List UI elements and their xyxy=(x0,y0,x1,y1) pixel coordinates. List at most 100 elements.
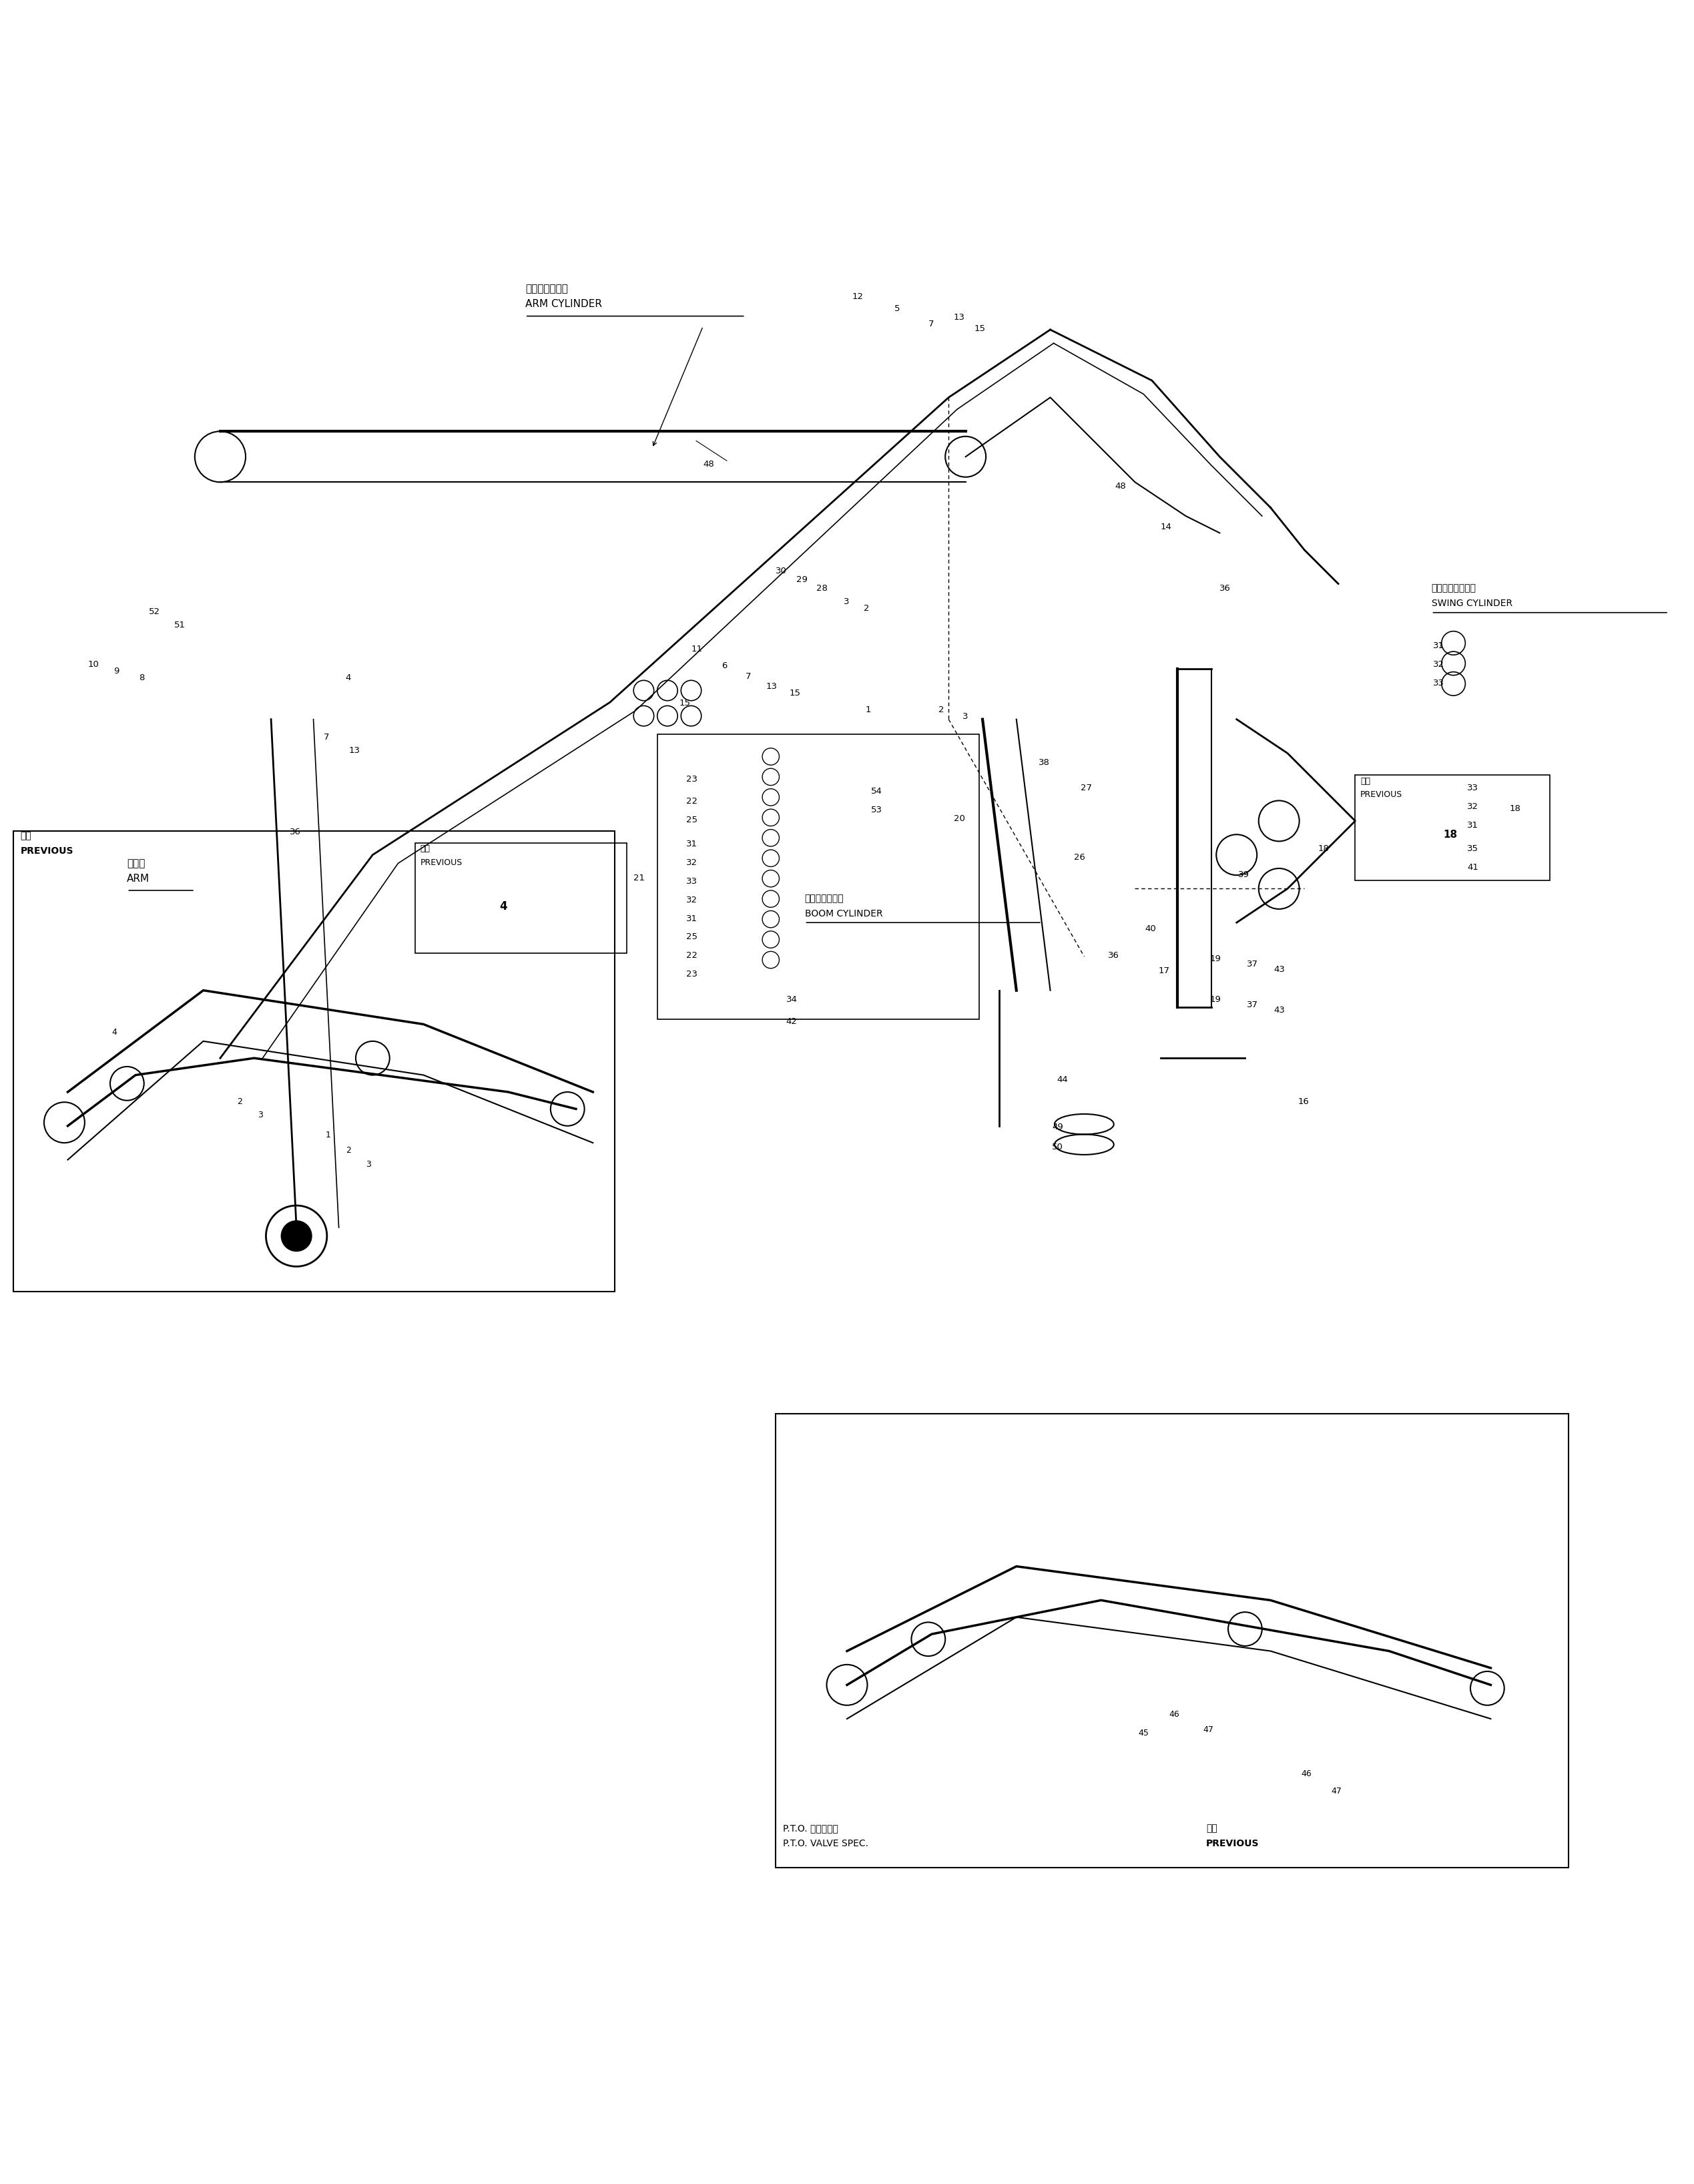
Text: 34: 34 xyxy=(786,996,798,1005)
Text: 28: 28 xyxy=(817,583,828,592)
Text: 50: 50 xyxy=(1052,1142,1064,1151)
Text: 33: 33 xyxy=(1433,679,1445,688)
Text: 13: 13 xyxy=(349,747,361,756)
Text: 12: 12 xyxy=(852,293,864,301)
Text: 39: 39 xyxy=(1238,869,1250,878)
Text: 8: 8 xyxy=(139,673,144,681)
Text: 旧形: 旧形 xyxy=(420,845,430,854)
Text: 18: 18 xyxy=(1318,845,1330,854)
Text: 旧形: 旧形 xyxy=(20,832,32,841)
Text: スイングシリンダ: スイングシリンダ xyxy=(1431,583,1475,594)
Text: 31: 31 xyxy=(1433,642,1445,651)
Text: 7: 7 xyxy=(324,734,329,743)
Text: 25: 25 xyxy=(686,817,698,826)
Text: 旧形: 旧形 xyxy=(1360,778,1370,786)
Text: 51: 51 xyxy=(174,620,186,629)
Text: 21: 21 xyxy=(634,874,645,882)
Text: 45: 45 xyxy=(1138,1730,1149,1738)
Text: 19: 19 xyxy=(1210,996,1221,1005)
Text: 41: 41 xyxy=(1467,863,1479,871)
Text: 53: 53 xyxy=(871,806,883,815)
Text: 32: 32 xyxy=(686,895,698,904)
Text: 54: 54 xyxy=(871,786,883,795)
Text: SWING CYLINDER: SWING CYLINDER xyxy=(1431,598,1513,609)
Text: P.T.O. VALVE SPEC.: P.T.O. VALVE SPEC. xyxy=(783,1839,867,1848)
Text: 32: 32 xyxy=(1467,802,1479,810)
Text: 30: 30 xyxy=(776,568,788,577)
Text: 33: 33 xyxy=(1467,784,1479,793)
Text: アーム: アーム xyxy=(127,858,146,869)
Text: 31: 31 xyxy=(686,839,698,847)
Text: 35: 35 xyxy=(1467,845,1479,854)
Text: 17: 17 xyxy=(1159,968,1171,976)
Text: 20: 20 xyxy=(954,815,966,823)
Text: 7: 7 xyxy=(745,673,750,681)
Text: 22: 22 xyxy=(686,797,698,806)
Text: 47: 47 xyxy=(1203,1725,1213,1734)
Text: 4: 4 xyxy=(112,1029,117,1035)
Text: 33: 33 xyxy=(686,876,698,885)
Text: 48: 48 xyxy=(703,461,715,470)
Text: 37: 37 xyxy=(1247,959,1259,968)
Text: 26: 26 xyxy=(1074,854,1086,863)
Text: 18: 18 xyxy=(1509,804,1521,812)
Text: 25: 25 xyxy=(686,933,698,941)
Text: 22: 22 xyxy=(686,952,698,961)
Text: ARM: ARM xyxy=(127,874,149,885)
Text: 43: 43 xyxy=(1274,965,1286,974)
Text: 23: 23 xyxy=(686,970,698,978)
Text: 40: 40 xyxy=(1145,924,1157,933)
Text: 15: 15 xyxy=(789,688,801,697)
Text: 31: 31 xyxy=(686,915,698,924)
Text: 38: 38 xyxy=(1038,758,1050,767)
Text: 15: 15 xyxy=(679,699,691,708)
Text: 9: 9 xyxy=(113,666,119,675)
Text: 3: 3 xyxy=(962,712,967,721)
Text: 2: 2 xyxy=(938,705,944,714)
Text: 47: 47 xyxy=(1331,1787,1342,1795)
Text: 1: 1 xyxy=(866,705,871,714)
Text: 11: 11 xyxy=(691,644,703,653)
Circle shape xyxy=(281,1221,312,1251)
Text: 37: 37 xyxy=(1247,1000,1259,1009)
Text: 36: 36 xyxy=(1108,952,1120,961)
Text: 48: 48 xyxy=(1115,483,1127,491)
Text: 10: 10 xyxy=(88,660,100,668)
Text: 5: 5 xyxy=(894,304,900,312)
Text: 52: 52 xyxy=(149,607,161,616)
Text: 29: 29 xyxy=(796,574,808,583)
Text: P.T.O. バルブ仕様: P.T.O. バルブ仕様 xyxy=(783,1824,839,1832)
Text: アームシリンダ: アームシリンダ xyxy=(525,284,567,295)
Text: 27: 27 xyxy=(1081,784,1093,793)
Text: 36: 36 xyxy=(290,828,302,836)
Text: 49: 49 xyxy=(1052,1123,1064,1131)
Text: 32: 32 xyxy=(1433,660,1445,668)
Text: PREVIOUS: PREVIOUS xyxy=(20,847,73,856)
Text: 3: 3 xyxy=(844,598,849,605)
Text: 6: 6 xyxy=(722,662,727,670)
Text: 旧形: 旧形 xyxy=(1206,1824,1218,1832)
Text: ARM CYLINDER: ARM CYLINDER xyxy=(525,299,601,310)
Text: 43: 43 xyxy=(1274,1005,1286,1013)
Text: 2: 2 xyxy=(864,605,869,614)
Text: 15: 15 xyxy=(974,325,986,334)
Text: 46: 46 xyxy=(1301,1769,1311,1778)
Text: 32: 32 xyxy=(686,858,698,867)
Text: 18: 18 xyxy=(1443,830,1457,839)
Text: 14: 14 xyxy=(1160,522,1172,531)
Text: 16: 16 xyxy=(1298,1096,1309,1105)
Text: BOOM CYLINDER: BOOM CYLINDER xyxy=(805,909,883,919)
Text: 46: 46 xyxy=(1169,1710,1179,1719)
Text: 7: 7 xyxy=(928,319,933,328)
Text: PREVIOUS: PREVIOUS xyxy=(1206,1839,1259,1848)
Text: ブームシリンダ: ブームシリンダ xyxy=(805,893,844,904)
Text: PREVIOUS: PREVIOUS xyxy=(420,858,462,867)
Text: 13: 13 xyxy=(954,312,966,321)
Text: 4: 4 xyxy=(346,673,351,681)
Text: 3: 3 xyxy=(257,1112,263,1120)
Text: 2: 2 xyxy=(237,1096,242,1105)
Text: 2: 2 xyxy=(346,1147,351,1155)
Text: 23: 23 xyxy=(686,775,698,784)
Text: 4: 4 xyxy=(500,900,508,913)
Text: 36: 36 xyxy=(1220,583,1232,592)
